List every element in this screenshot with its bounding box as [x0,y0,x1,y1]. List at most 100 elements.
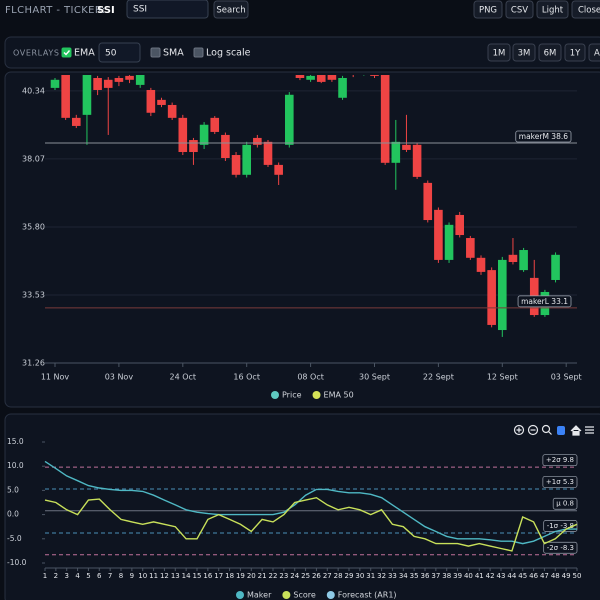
candle-body [82,75,92,115]
x-tick-label: 12 [160,572,169,580]
x-tick-label: 48 [551,572,560,580]
series-line [44,496,578,552]
y-tick-label: 31.26 [22,359,45,368]
legend-swatch [282,591,291,599]
sigma-label: -1σ -3.8 [547,522,574,530]
candle-body [274,164,283,175]
candle-body [327,75,337,80]
header-button-label: CSV [511,6,528,16]
candle-body [61,75,70,118]
x-tick-label: 30 Sept [359,373,390,382]
x-tick-label: 8 [119,572,123,580]
candle-body [210,117,220,132]
x-tick-label: 15 [193,572,202,580]
candle-body [199,124,209,145]
annotation-box [515,130,572,143]
x-tick-label: 34 [399,572,408,580]
x-tick-label: 03 Sept [551,373,582,382]
legend-label: EMA 50 [324,391,354,400]
candle-body [316,75,326,82]
y-tick-label: 38.07 [22,154,45,163]
x-tick-label: 42 [486,572,495,580]
sigma-label: -2σ -8.3 [547,544,574,552]
candle-body [391,141,401,163]
x-tick-label: 12 Sept [487,373,518,382]
ticker: SSI [97,5,115,16]
legend-label: Forecast (AR1) [338,591,397,600]
range-button[interactable] [538,43,562,62]
legend-swatch [271,391,279,399]
x-tick-label: 31 [366,572,375,580]
x-tick-label: 13 [171,572,180,580]
home-icon[interactable] [570,425,582,436]
price-panel [4,71,600,408]
indicator-panel [4,413,600,600]
x-tick-label: 29 [345,572,354,580]
legend-label: Price [282,391,302,400]
x-tick-label: 22 [269,572,278,580]
zoom-icon[interactable] [541,424,551,434]
candle-body [551,254,560,280]
zoom-out-icon[interactable] [527,424,539,436]
x-tick-label: 35 [410,572,419,580]
header-button[interactable] [505,0,534,19]
candle-body [295,75,305,78]
x-tick-label: 9 [130,572,134,580]
ema-period: 50 [105,49,117,59]
sigma-box [542,454,578,467]
sigma-box [543,541,578,554]
menu-icon[interactable] [585,426,594,434]
header-button[interactable] [571,0,600,19]
legend-swatch [236,591,244,599]
checkbox[interactable] [150,47,161,58]
range-button[interactable] [588,43,600,62]
candle-body [370,75,379,76]
x-tick-label: 33 [388,572,397,580]
search-value: SSI [133,5,147,15]
candle-body [455,214,464,236]
x-tick-label: 16 [203,572,212,580]
checkbox-label: Log scale [206,48,251,59]
candle-body [114,77,124,82]
checkbox-label: EMA [74,48,95,59]
x-tick-label: 16 Oct [233,373,260,382]
range-button[interactable] [487,43,511,62]
candle-body [412,144,422,177]
candle-body [231,155,241,175]
y-tick-label: 33.53 [22,290,45,299]
candle-body [466,238,475,258]
y-tick-label: -10.0 [7,558,27,567]
candle-body [221,134,230,159]
zoom-in-icon[interactable] [513,424,525,436]
ema-period-input[interactable] [98,42,141,63]
header-button[interactable] [473,0,503,19]
x-tick-label: 46 [529,572,538,580]
x-tick-label: 45 [518,572,527,580]
sigma-label: +2σ 9.8 [546,456,574,464]
checkbox[interactable] [61,47,72,58]
search-button[interactable] [213,0,249,19]
x-tick-label: 25 [301,572,310,580]
candle-body [167,104,177,118]
brand: FLCHART - TICKER: [5,5,106,16]
x-tick-label: 18 [225,572,234,580]
x-tick-label: 19 [236,572,245,580]
candle-body [146,89,156,113]
pan-icon[interactable] [557,426,565,435]
candle-body [178,117,188,153]
range-button[interactable] [512,43,536,62]
search-label: Search [216,6,245,16]
search-input[interactable] [126,0,209,19]
chart-toolbar [513,424,594,436]
x-tick-label: 23 [279,572,288,580]
checkbox[interactable] [193,47,204,58]
candle-body [93,77,102,90]
y-tick-label: 35.80 [22,222,45,231]
overlays-panel [4,36,600,69]
x-tick-label: 5 [86,572,90,580]
header-button[interactable] [536,0,569,19]
legend-label: Maker [247,591,272,600]
range-button[interactable] [564,43,586,62]
x-tick-label: 32 [377,572,386,580]
legend-swatch [326,591,335,599]
